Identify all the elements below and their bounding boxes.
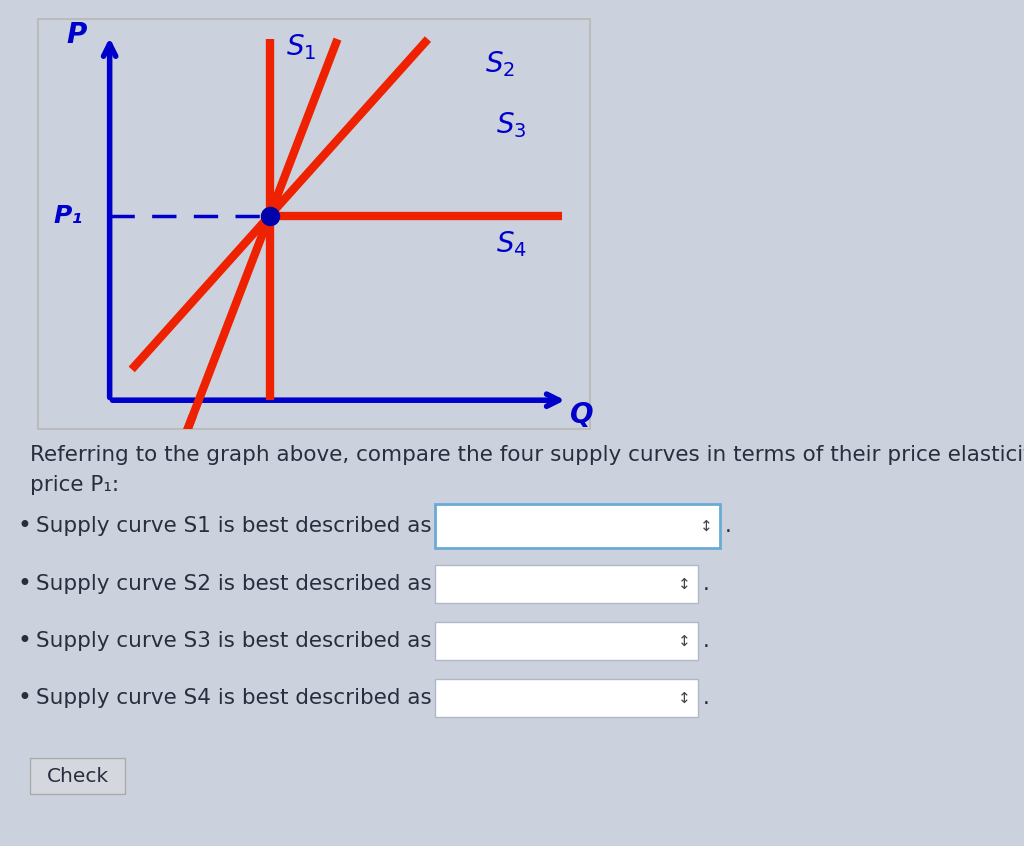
Text: Referring to the graph above, compare the four supply curves in terms of their p: Referring to the graph above, compare th… (30, 445, 1024, 495)
Text: .: . (725, 516, 732, 536)
Text: $S_1$: $S_1$ (287, 32, 316, 63)
Text: .: . (703, 688, 710, 708)
Text: •: • (17, 629, 31, 653)
Text: Supply curve S2 is best described as: Supply curve S2 is best described as (36, 574, 432, 594)
Text: P: P (67, 21, 87, 49)
Text: •: • (17, 572, 31, 596)
Text: $S_4$: $S_4$ (496, 229, 527, 259)
Text: ↕: ↕ (678, 690, 690, 706)
Text: Supply curve S4 is best described as: Supply curve S4 is best described as (36, 688, 432, 708)
Bar (435, 622, 698, 660)
Text: P₁: P₁ (53, 204, 83, 228)
Text: ↕: ↕ (678, 576, 690, 591)
Bar (38, 19, 590, 429)
Text: $S_2$: $S_2$ (485, 49, 515, 79)
Text: •: • (17, 686, 31, 710)
Bar (435, 504, 720, 548)
Text: Q: Q (569, 400, 593, 429)
Text: .: . (703, 574, 710, 594)
Text: $S_3$: $S_3$ (496, 110, 526, 140)
Text: Supply curve S1 is best described as: Supply curve S1 is best described as (36, 516, 432, 536)
Text: •: • (17, 514, 31, 538)
Text: ↕: ↕ (699, 519, 713, 534)
Text: .: . (703, 631, 710, 651)
Text: Supply curve S3 is best described as: Supply curve S3 is best described as (36, 631, 432, 651)
Bar (435, 565, 698, 603)
Text: Check: Check (46, 766, 109, 785)
Text: ↕: ↕ (678, 634, 690, 649)
Bar (435, 679, 698, 717)
Bar (30, 758, 125, 794)
